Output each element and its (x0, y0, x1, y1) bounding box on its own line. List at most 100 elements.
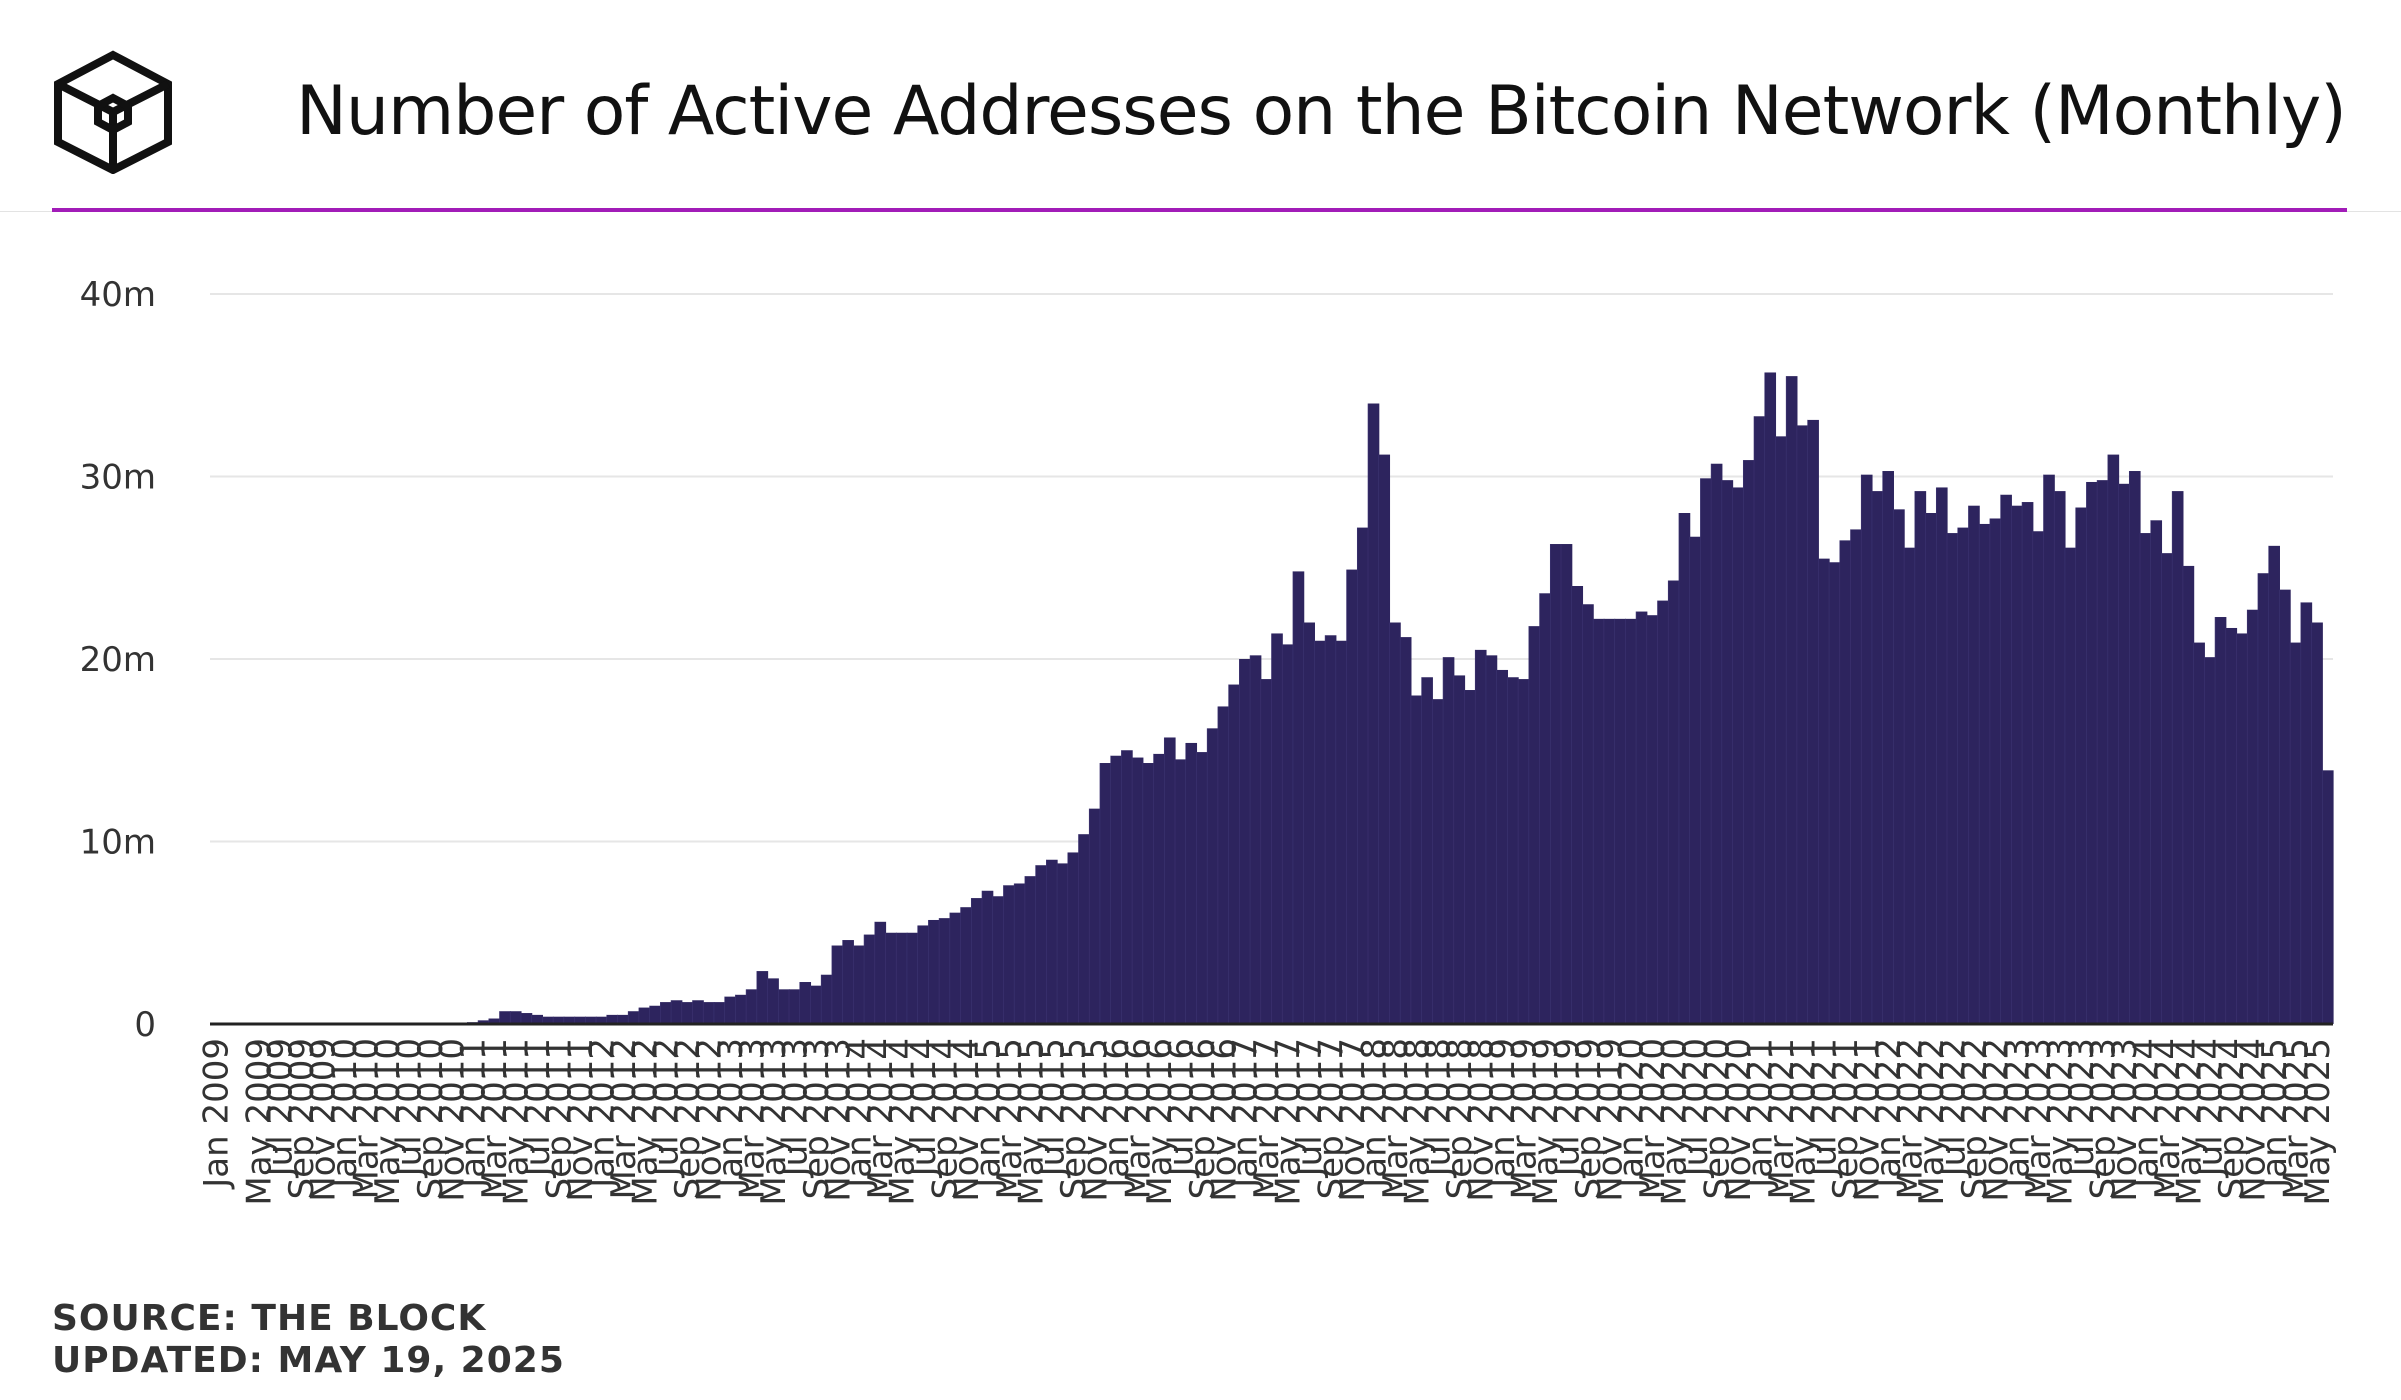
x-tick-label: Mar 2025 (2276, 1038, 2316, 1199)
bar (2290, 642, 2302, 1024)
bar (1721, 480, 1734, 1024)
bar (2182, 565, 2195, 1024)
x-tick-label: Jan 2010 (325, 1038, 365, 1190)
x-tick-label: Jul 2018 (1419, 1038, 1459, 1178)
x-tick-label: Jan 2015 (968, 1038, 1008, 1190)
bar (2279, 589, 2291, 1024)
bar (2032, 531, 2045, 1024)
bar (1078, 834, 1090, 1024)
bar (2140, 533, 2152, 1024)
bar (1625, 618, 1637, 1024)
bar (949, 912, 962, 1024)
bar (1432, 699, 1444, 1024)
bar (1035, 865, 1047, 1024)
x-tick-label: Sep 2014 (925, 1038, 965, 1199)
x-tick-label: Jul 2010 (389, 1038, 429, 1178)
x-tick-label: Jul 2016 (1161, 1038, 1201, 1178)
bar (1260, 679, 1273, 1024)
bar (1164, 737, 1176, 1024)
bar (703, 1002, 715, 1024)
x-tick-label: Nov 2015 (1076, 1038, 1116, 1202)
x-tick-label: May 2010 (368, 1038, 408, 1206)
bar (1335, 640, 1348, 1024)
bar (1325, 635, 1337, 1024)
bar (1839, 540, 1852, 1025)
bar (1003, 885, 1015, 1024)
bar (1303, 622, 1315, 1024)
chart-footer: SOURCE: THE BLOCK UPDATED: MAY 19, 2025 (52, 1298, 565, 1382)
bar (1775, 436, 1787, 1025)
x-tick-label: Nov 2018 (1462, 1038, 1502, 1202)
bars (467, 372, 2334, 1025)
x-tick-label: Jul 2022 (1933, 1038, 1973, 1178)
x-tick-label: Jul 2012 (647, 1038, 687, 1178)
bar (2011, 505, 2023, 1024)
bar (1314, 640, 1326, 1024)
bar (2086, 481, 2098, 1024)
bar (1239, 659, 1251, 1024)
x-tick-label: Jul 2021 (1805, 1038, 1845, 1178)
bar (917, 925, 929, 1024)
bar (1914, 491, 1927, 1025)
bar (1979, 523, 1991, 1024)
x-tick-label: Mar 2015 (990, 1038, 1030, 1199)
bar (1571, 586, 1584, 1024)
x-tick-label: Jan 2020 (1612, 1038, 1652, 1190)
bar (1046, 859, 1058, 1024)
bar (2107, 454, 2120, 1025)
x-tick-label: Jul 2011 (518, 1038, 558, 1178)
bar (2075, 507, 2087, 1024)
bar (638, 1007, 651, 1024)
x-tick-label: Nov 2017 (1333, 1038, 1373, 1202)
x-tick-label: Sep 2020 (1697, 1038, 1737, 1199)
bar (2300, 602, 2313, 1024)
bar (1786, 376, 1798, 1025)
bar (1614, 618, 1626, 1024)
x-tick-label: Mar 2022 (1890, 1038, 1930, 1199)
x-tick-label: Mar 2021 (1762, 1038, 1802, 1199)
bar (896, 932, 908, 1024)
x-tick-label: May 2017 (1269, 1038, 1309, 1206)
bar (1464, 690, 1476, 1024)
bar (681, 1002, 694, 1024)
bar (1528, 626, 1541, 1024)
x-tick-label: Sep 2009 (282, 1038, 322, 1199)
bar (1689, 536, 1701, 1024)
bar (649, 1005, 661, 1024)
bar (906, 932, 919, 1024)
bar (1668, 580, 1680, 1024)
bar (531, 1014, 543, 1025)
x-tick-label: May 2018 (1397, 1038, 1437, 1206)
x-tick-label: Nov 2023 (2105, 1038, 2145, 1202)
bar (1142, 763, 1155, 1024)
x-tick-label: Mar 2023 (2019, 1038, 2059, 1199)
bar (1110, 755, 1122, 1024)
x-tick-label: Jul 2015 (1033, 1038, 1073, 1178)
bar (2268, 545, 2280, 1024)
bar (1603, 618, 1616, 1024)
x-tick-label: Sep 2021 (1826, 1038, 1866, 1199)
bar (1292, 571, 1305, 1024)
bar (2054, 491, 2066, 1025)
bar (1646, 615, 1659, 1024)
bar (1582, 604, 1594, 1024)
x-tick-label: Jan 2017 (1226, 1038, 1266, 1190)
bar (1550, 544, 1562, 1024)
bar (1228, 684, 1240, 1024)
bar (874, 921, 887, 1024)
bar (831, 945, 844, 1024)
x-tick-label: May 2021 (1783, 1038, 1823, 1206)
bar (1732, 487, 1744, 1024)
x-tick-label: May 2020 (1655, 1038, 1695, 1206)
bar (1024, 876, 1037, 1024)
x-tick-label: Mar 2011 (475, 1038, 515, 1199)
bar (724, 996, 736, 1025)
x-tick-label: Sep 2018 (1440, 1038, 1480, 1199)
bar (1175, 759, 1187, 1025)
bar (1893, 509, 1905, 1025)
x-tick-label: Sep 2024 (2212, 1038, 2252, 1199)
x-tick-label: Nov 2013 (818, 1038, 858, 1202)
bar (553, 1016, 565, 1024)
bar (510, 1011, 522, 1024)
